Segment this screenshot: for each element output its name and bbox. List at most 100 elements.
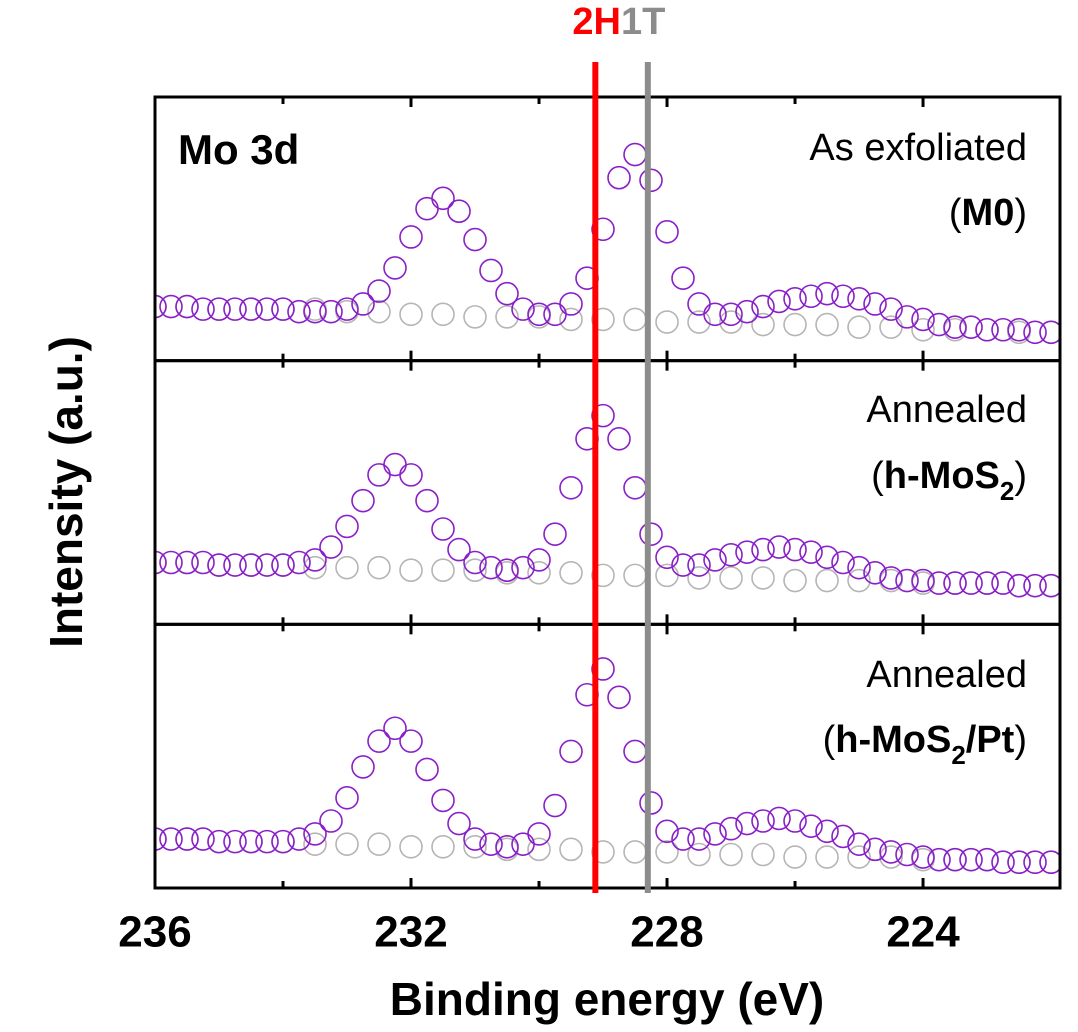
- data-point: [783, 809, 807, 833]
- data-point: [623, 307, 647, 332]
- data-point: [719, 302, 743, 327]
- data-point: [815, 281, 839, 306]
- data-point: [463, 227, 487, 252]
- x-tick-label: 224: [886, 908, 960, 957]
- data-point: [591, 840, 615, 864]
- panel-sample: (M0): [949, 192, 1027, 234]
- data-point: [911, 568, 935, 593]
- data-point: [431, 788, 455, 813]
- data-point: [431, 558, 455, 583]
- data-point: [751, 842, 775, 867]
- data-point: [991, 850, 1015, 875]
- data-point: [223, 553, 247, 577]
- data-point: [751, 809, 775, 833]
- data-point: [223, 297, 247, 321]
- data-point: [335, 786, 359, 810]
- data-point: [719, 816, 743, 841]
- data-point: [911, 307, 935, 332]
- data-point: [155, 827, 167, 851]
- data-point: [607, 427, 631, 451]
- data-point: [639, 522, 663, 546]
- data-point: [399, 834, 423, 859]
- sample-part: (: [871, 455, 884, 497]
- data-point: [287, 550, 311, 575]
- data-point: [687, 310, 711, 334]
- panel-sample: (h-MoS2/Pt): [823, 719, 1027, 770]
- data-point: [399, 558, 423, 583]
- data-point: [847, 287, 871, 311]
- data-point: [559, 837, 583, 862]
- data-point: [479, 555, 503, 580]
- data-point: [751, 312, 775, 337]
- data-point: [831, 824, 855, 849]
- data-point: [287, 299, 311, 324]
- data-point: [703, 548, 727, 572]
- data-point: [815, 568, 839, 593]
- panel-frame: [153, 622, 1062, 890]
- data-point: [783, 568, 807, 593]
- data-point: [655, 220, 679, 244]
- data-point: [607, 685, 631, 710]
- data-point: [639, 168, 663, 193]
- data-point: [975, 571, 999, 595]
- data-point: [479, 258, 503, 283]
- data-point: [703, 822, 727, 846]
- data-point: [303, 832, 327, 856]
- data-point: [911, 845, 935, 869]
- data-point: [367, 299, 391, 324]
- data-point: [783, 537, 807, 562]
- data-point: [1023, 850, 1047, 875]
- data-point: [1007, 573, 1031, 598]
- data-point: [943, 571, 967, 595]
- data-point: [527, 560, 551, 585]
- data-point: [207, 297, 231, 321]
- data-point: [431, 517, 455, 541]
- data-point: [607, 165, 631, 190]
- panel-label: Mo 3d: [178, 126, 299, 173]
- data-point: [959, 847, 983, 872]
- data-point: [415, 488, 439, 513]
- data-point: [335, 555, 359, 580]
- data-point: [879, 845, 903, 869]
- data-point: [463, 558, 487, 583]
- plot-layer: [155, 142, 1060, 875]
- data-point: [735, 540, 759, 564]
- data-point: [831, 284, 855, 309]
- data-point: [671, 266, 695, 291]
- data-point: [431, 186, 455, 211]
- data-point: [655, 819, 679, 844]
- data-point: [895, 842, 919, 867]
- data-point: [447, 199, 471, 224]
- data-point: [735, 299, 759, 324]
- data-point: [335, 297, 359, 321]
- data-point: [751, 537, 775, 562]
- data-point: [527, 302, 551, 327]
- data-point: [591, 403, 615, 428]
- data-point: [287, 827, 311, 851]
- panel-condition: As exfoliated: [809, 127, 1027, 169]
- reference-label: 1T: [621, 1, 665, 43]
- data-point: [495, 834, 519, 859]
- sample-part: 2: [951, 740, 965, 770]
- data-point: [799, 284, 823, 309]
- data-point: [623, 739, 647, 764]
- data-point: [847, 832, 871, 856]
- data-point: [207, 829, 231, 854]
- data-point: [527, 822, 551, 846]
- data-point: [943, 847, 967, 872]
- data-point: [559, 292, 583, 316]
- data-point: [655, 840, 679, 864]
- data-point: [687, 827, 711, 851]
- data-point: [815, 312, 839, 337]
- data-point: [687, 842, 711, 867]
- data-point: [175, 294, 199, 319]
- sample-part: ): [1014, 455, 1027, 497]
- x-axis-title: Binding energy (eV): [390, 973, 824, 1025]
- sample-part: ): [1014, 192, 1027, 234]
- data-point: [319, 809, 343, 833]
- data-point: [383, 716, 407, 741]
- data-point: [639, 791, 663, 815]
- data-point: [415, 196, 439, 221]
- data-point: [447, 537, 471, 562]
- data-point: [895, 305, 919, 329]
